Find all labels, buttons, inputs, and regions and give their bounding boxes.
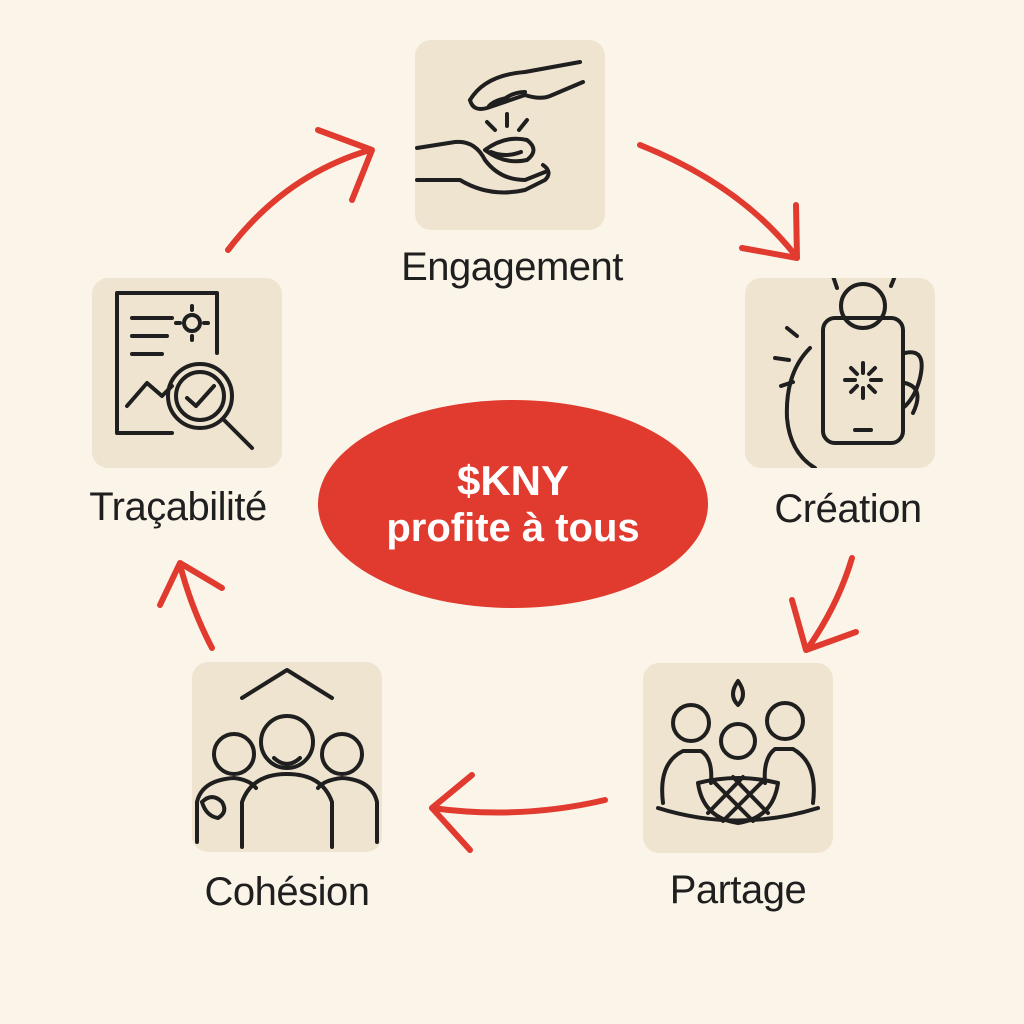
center-title: $KNY	[456, 456, 570, 504]
document-magnifier-icon	[115, 291, 254, 450]
label-partage: Partage	[669, 868, 807, 912]
cohesion-tile	[192, 662, 382, 852]
label-tracabilite: Traçabilité	[89, 485, 267, 529]
hands-giving-gem-icon	[415, 60, 585, 195]
tracabilite-tile	[92, 278, 282, 468]
arrow-creation-to-partage	[789, 555, 859, 653]
community-group-icon	[195, 668, 379, 849]
hand-holding-phone-icon	[773, 278, 924, 468]
center-subtitle: profite à tous	[386, 506, 640, 551]
partage-tile	[643, 663, 833, 853]
creation-tile	[745, 278, 935, 468]
label-cohesion: Cohésion	[204, 870, 370, 914]
engagement-tile	[415, 40, 605, 230]
label-engagement: Engagement	[401, 245, 623, 289]
label-creation: Création	[774, 487, 922, 531]
arrow-engagement-to-creation	[637, 142, 800, 261]
arrow-tracabilite-to-engagement	[225, 127, 375, 253]
center-badge: $KNY profite à tous	[318, 400, 708, 608]
arrow-partage-to-cohesion	[429, 772, 608, 853]
people-sharing-basket-icon	[656, 679, 820, 825]
arrow-cohesion-to-tracabilite	[157, 560, 225, 651]
